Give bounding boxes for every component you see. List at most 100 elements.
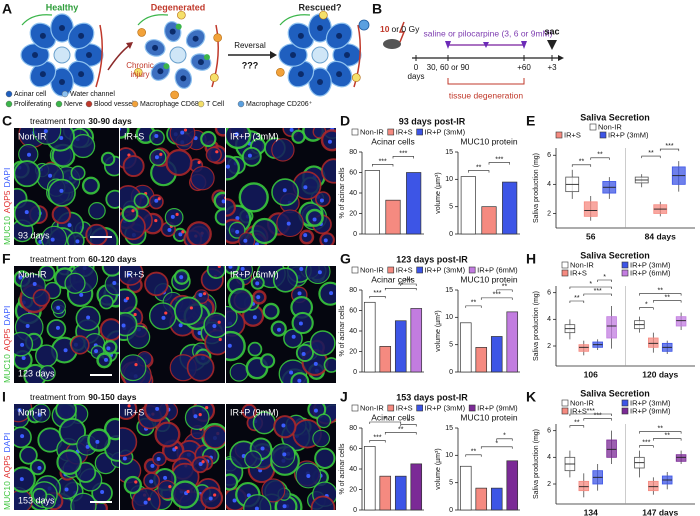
acinus bbox=[262, 302, 280, 320]
y-axis-label: % of acinar cells bbox=[339, 167, 346, 218]
nucleus bbox=[32, 52, 38, 58]
nucleus bbox=[155, 406, 160, 411]
significance-bracket bbox=[384, 288, 417, 291]
nucleus bbox=[240, 266, 245, 271]
image-label: IR+P (9mM) bbox=[230, 407, 279, 417]
significance-bracket bbox=[569, 286, 612, 289]
significance-bracket bbox=[496, 289, 513, 292]
nucleus bbox=[48, 173, 53, 178]
image-label: Non-IR bbox=[18, 269, 47, 279]
proliferating-cell bbox=[163, 63, 170, 70]
nucleus bbox=[20, 434, 25, 439]
box bbox=[606, 439, 617, 458]
y-tick-label: 20 bbox=[349, 486, 357, 493]
significance-bracket bbox=[468, 170, 490, 173]
acinus bbox=[205, 146, 222, 163]
nucleus bbox=[18, 275, 23, 280]
significance-bracket bbox=[400, 283, 417, 286]
nucleus bbox=[24, 210, 29, 215]
legend-swatch bbox=[351, 404, 359, 412]
nucleus bbox=[290, 52, 296, 58]
y-tick-label: 5 bbox=[449, 204, 453, 211]
legend-icon bbox=[85, 100, 93, 108]
acinus bbox=[203, 425, 225, 449]
significance-label: *** bbox=[493, 292, 501, 299]
nucleus bbox=[154, 198, 159, 203]
nucleus bbox=[163, 475, 168, 480]
nucleus bbox=[154, 155, 159, 160]
acinus bbox=[229, 362, 249, 382]
nucleus bbox=[122, 456, 127, 461]
significance-bracket bbox=[480, 297, 513, 300]
significance-label: *** bbox=[495, 156, 503, 163]
significance-label: *** bbox=[373, 434, 381, 441]
acinus bbox=[190, 166, 215, 191]
timeline-mark: 30, 60 or 90 bbox=[427, 63, 470, 72]
acinus bbox=[320, 129, 336, 152]
significance-bracket bbox=[639, 293, 682, 296]
nucleus bbox=[232, 498, 237, 503]
nucleus bbox=[64, 487, 69, 492]
bar bbox=[394, 475, 407, 511]
dose-text: or 0 Gy bbox=[391, 24, 420, 34]
y-tick-label: 40 bbox=[349, 466, 357, 473]
box bbox=[675, 316, 687, 327]
x-tick-label: 120 days bbox=[642, 369, 678, 379]
legend-swatch bbox=[416, 128, 423, 136]
stain-labels: MUC10 AQP5 DAPI bbox=[2, 306, 12, 383]
gland bbox=[137, 14, 219, 89]
significance-label: ** bbox=[476, 164, 482, 171]
arrow-label: injury bbox=[130, 70, 149, 79]
nucleus bbox=[121, 323, 126, 328]
aqp5 bbox=[224, 124, 227, 127]
nucleus bbox=[254, 506, 259, 510]
y-tick-label: 10 bbox=[445, 176, 453, 183]
nucleus bbox=[143, 500, 148, 505]
acinus bbox=[184, 405, 210, 431]
legend-label: Macrophage CD68⁺ bbox=[140, 101, 203, 108]
y-tick-label: 80 bbox=[349, 149, 357, 156]
nucleus bbox=[317, 25, 323, 31]
legend-swatch bbox=[351, 128, 359, 136]
timeline-unit: days bbox=[408, 72, 425, 81]
timeline-mark: 0 bbox=[414, 63, 419, 72]
bar bbox=[385, 199, 401, 235]
aqp5 bbox=[181, 230, 185, 234]
acinus bbox=[64, 272, 86, 294]
nucleus bbox=[37, 412, 42, 417]
nucleus bbox=[336, 71, 343, 78]
significance-bracket bbox=[372, 164, 394, 167]
nerve bbox=[279, 14, 311, 26]
aqp5 bbox=[198, 413, 202, 417]
x-tick-label: 106 bbox=[584, 369, 598, 379]
y-tick-label: 15 bbox=[445, 425, 453, 432]
legend-swatch bbox=[468, 404, 476, 412]
acinus bbox=[272, 267, 299, 293]
proliferating-cell bbox=[175, 23, 182, 30]
acinus bbox=[243, 494, 272, 510]
acinus bbox=[228, 287, 254, 314]
nucleus bbox=[286, 221, 291, 226]
nucleus bbox=[317, 79, 323, 85]
acinus bbox=[133, 192, 150, 209]
acinus bbox=[58, 417, 87, 446]
significance-label: ** bbox=[398, 426, 404, 433]
significance-label: *** bbox=[587, 408, 595, 415]
legend-label: Proliferating bbox=[14, 101, 51, 108]
nucleus bbox=[152, 44, 159, 51]
nucleus bbox=[86, 52, 92, 58]
nucleus bbox=[17, 408, 22, 413]
nucleus bbox=[282, 188, 287, 193]
y-tick-label: 0 bbox=[449, 369, 453, 376]
treatment-dose bbox=[445, 41, 451, 49]
y-axis-label: Saliva production (mg) bbox=[533, 429, 540, 499]
acinus bbox=[318, 281, 336, 306]
legend-label: IR+P (3mM) bbox=[425, 403, 466, 412]
legend-swatch bbox=[351, 266, 359, 274]
nucleus bbox=[298, 321, 303, 326]
significance-bracket bbox=[597, 279, 612, 282]
aqp5 bbox=[215, 150, 219, 154]
aqp5 bbox=[131, 209, 135, 213]
significance-bracket bbox=[583, 418, 612, 421]
acinus bbox=[120, 427, 138, 457]
